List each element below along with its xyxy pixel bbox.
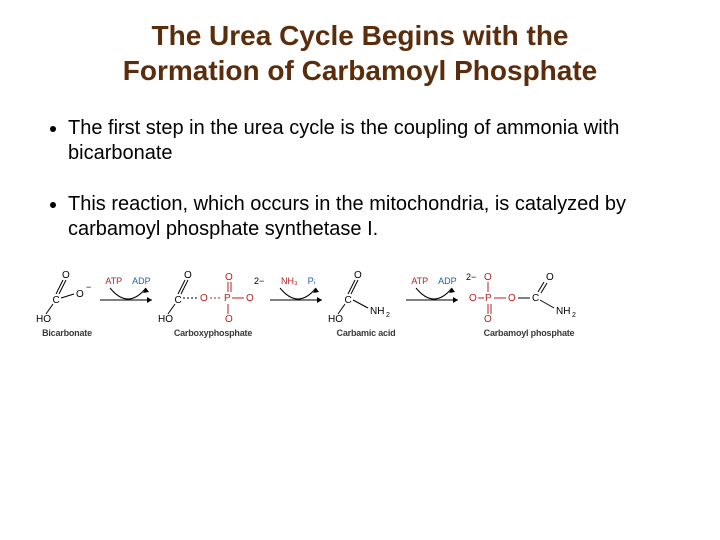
reaction-arrow-1: ATP ADP (98, 268, 158, 314)
svg-text:−: − (86, 282, 91, 292)
svg-text:O: O (508, 293, 516, 304)
svg-text:HO: HO (328, 314, 343, 324)
svg-text:O: O (225, 272, 233, 283)
svg-text:C: C (53, 295, 60, 306)
title-line-2: Formation of Carbamoyl Phosphate (123, 55, 598, 86)
svg-text:P: P (224, 293, 231, 304)
svg-text:O: O (200, 293, 208, 304)
slide-title: The Urea Cycle Begins with the Formation… (34, 18, 686, 88)
structure-carboxyphosphate: O C HO O P O O O 2− (158, 268, 268, 324)
svg-text:O: O (484, 314, 492, 324)
bullet-item: This reaction, which occurs in the mitoc… (68, 192, 686, 242)
slide-container: The Urea Cycle Begins with the Formation… (0, 0, 720, 338)
svg-text:O: O (484, 272, 492, 283)
structure-bicarbonate: O C O − HO (36, 268, 98, 324)
svg-text:NH: NH (556, 306, 570, 317)
structure-carbamoyl-phosphate: 2− O O P O O C O NH 2 (464, 268, 594, 324)
svg-text:P: P (485, 293, 492, 304)
label-bicarbonate: Bicarbonate (42, 328, 92, 338)
svg-text:O: O (62, 270, 70, 281)
title-line-1: The Urea Cycle Begins with the (152, 20, 569, 51)
svg-text:O: O (469, 293, 477, 304)
svg-text:O: O (184, 270, 192, 281)
svg-text:O: O (354, 270, 362, 281)
bullet-list: The first step in the urea cycle is the … (34, 116, 686, 242)
curved-arrow-icon (98, 284, 158, 314)
reaction-arrow-3: ATP ADP (404, 268, 464, 314)
bullet-item: The first step in the urea cycle is the … (68, 116, 686, 166)
reaction-arrow-2: NH₃ Pᵢ (268, 268, 328, 314)
molecule-carbamic-acid: O C HO NH 2 Carbamic acid (328, 268, 404, 338)
reaction-diagram: O C O − HO Bicarbonate ATP ADP (34, 268, 686, 338)
label-carbamic-acid: Carbamic acid (337, 328, 396, 338)
svg-text:2: 2 (572, 312, 576, 319)
svg-text:C: C (175, 295, 182, 306)
svg-text:O: O (546, 272, 554, 283)
curved-arrow-icon (268, 284, 328, 314)
svg-text:C: C (345, 295, 352, 306)
svg-text:NH: NH (370, 306, 384, 317)
curved-arrow-icon (404, 284, 464, 314)
svg-text:2−: 2− (254, 276, 264, 286)
svg-text:O: O (246, 293, 254, 304)
svg-text:HO: HO (36, 314, 51, 324)
svg-text:O: O (225, 314, 233, 324)
svg-text:C: C (532, 293, 539, 304)
structure-carbamic-acid: O C HO NH 2 (328, 268, 404, 324)
svg-text:2−: 2− (466, 272, 476, 282)
label-carboxyphosphate: Carboxyphosphate (174, 328, 252, 338)
molecule-bicarbonate: O C O − HO Bicarbonate (36, 268, 98, 338)
molecule-carboxyphosphate: O C HO O P O O O 2− Carboxyphosphate (158, 268, 268, 338)
svg-text:O: O (76, 289, 84, 300)
svg-text:HO: HO (158, 314, 173, 324)
label-carbamoyl-phosphate: Carbamoyl phosphate (484, 328, 575, 338)
molecule-carbamoyl-phosphate: 2− O O P O O C O NH 2 Carbamoyl ph (464, 268, 594, 338)
svg-text:2: 2 (386, 312, 390, 319)
